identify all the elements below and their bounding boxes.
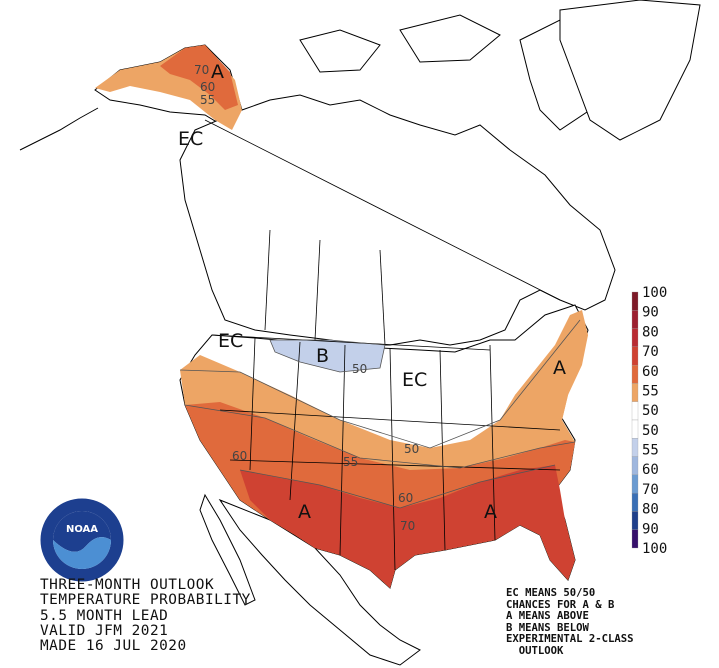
legend-swatch [631, 401, 639, 421]
legend-swatch [631, 328, 639, 348]
baja-outline [199, 493, 256, 606]
greenland-outline [559, 0, 701, 141]
legend-label: 60 [642, 364, 659, 380]
legend-label: 90 [642, 521, 659, 537]
legend-swatch [631, 511, 639, 530]
conus-shade-70 [240, 465, 575, 588]
title-line: TEMPERATURE PROBABILITY [40, 592, 251, 609]
outlook-title-block: THREE-MONTH OUTLOOK TEMPERATURE PROBABIL… [40, 577, 251, 655]
legend-swatch [631, 492, 639, 512]
title-line: MADE 16 JUL 2020 [40, 638, 187, 655]
legend-label: 50 [642, 423, 659, 439]
label-ec-central: EC [402, 369, 427, 391]
contour-label-55: 55 [343, 455, 358, 469]
legend-swatch [631, 438, 639, 457]
legend-label: 70 [642, 482, 659, 498]
label-above-southeast: A [484, 501, 497, 523]
note-line: A MEANS ABOVE [506, 610, 589, 623]
note-line: EC MEANS 50/50 [506, 587, 596, 599]
contour-label-60-west: 60 [232, 449, 247, 463]
northplains-shade-below [270, 340, 385, 372]
legend-label: 70 [642, 344, 659, 360]
label-below-northplains: B [316, 345, 329, 367]
legend-label: 100 [642, 285, 667, 301]
legend-swatch [631, 310, 639, 329]
label-ec-northwest: EC [218, 330, 243, 352]
title-line: VALID JFM 2021 [40, 622, 169, 639]
legend-swatch [631, 419, 639, 439]
legend-label: 55 [642, 383, 659, 399]
probability-shading [95, 45, 588, 588]
legend-label: 100 [642, 541, 667, 557]
legend-swatch [631, 364, 639, 384]
boundary-lines [204, 119, 561, 571]
legend-label: 55 [642, 443, 659, 459]
label-above-northeast: A [553, 357, 566, 379]
legend-notes: EC MEANS 50/50 CHANCES FOR A & B A MEANS… [506, 587, 634, 658]
legend-label: 50 [642, 403, 659, 419]
contour-label-ak-60: 60 [200, 80, 215, 94]
legend-swatch [631, 346, 639, 366]
contour-label-50-north: 50 [352, 362, 367, 376]
probability-legend: 100 90 80 70 60 55 50 50 55 60 70 80 90 100 [631, 285, 667, 557]
noaa-logo-text: NOAA [66, 524, 98, 535]
label-above-alaska: A [211, 61, 224, 83]
title-line: 5.5 MONTH LEAD [40, 607, 169, 624]
legend-swatch [631, 474, 639, 494]
legend-swatch [631, 291, 639, 311]
contour-label-ak-55: 55 [200, 93, 215, 107]
contour-label-70: 70 [400, 519, 415, 533]
canada-outline [179, 94, 616, 346]
legend-label: 90 [642, 305, 659, 321]
northeast-shade-55 [515, 310, 588, 430]
contour-value-labels: 70 60 55 50 50 55 60 60 70 [194, 63, 419, 533]
legend-label: 80 [642, 502, 659, 518]
contour-label-50-south: 50 [404, 442, 419, 456]
label-ec-alaska: EC [178, 128, 203, 150]
legend-swatch [631, 529, 639, 549]
legend-swatch [631, 383, 639, 402]
aleutian-islands [19, 107, 99, 151]
alaska-shade-60 [160, 45, 238, 110]
contour-label-ak-70: 70 [194, 63, 209, 77]
note-line: OUTLOOK [506, 644, 564, 657]
contour-lines [179, 319, 581, 509]
legend-label: 60 [642, 462, 659, 478]
title-line: THREE-MONTH OUTLOOK [40, 577, 215, 593]
note-line: CHANCES FOR A & B [506, 598, 615, 611]
noaa-logo: NOAA [40, 498, 124, 582]
note-line: EXPERIMENTAL 2-CLASS [506, 633, 634, 646]
note-line: B MEANS BELOW [506, 621, 589, 634]
label-above-southwest: A [298, 501, 311, 523]
contour-label-60-south: 60 [398, 491, 413, 505]
legend-color-bar [631, 291, 639, 549]
mexico-outline [218, 498, 421, 666]
legend-swatch [631, 456, 639, 476]
legend-labels: 100 90 80 70 60 55 50 50 55 60 70 80 90 100 [642, 285, 667, 557]
region-labels: EC EC EC A A A A B [178, 61, 566, 523]
legend-label: 80 [642, 324, 659, 340]
